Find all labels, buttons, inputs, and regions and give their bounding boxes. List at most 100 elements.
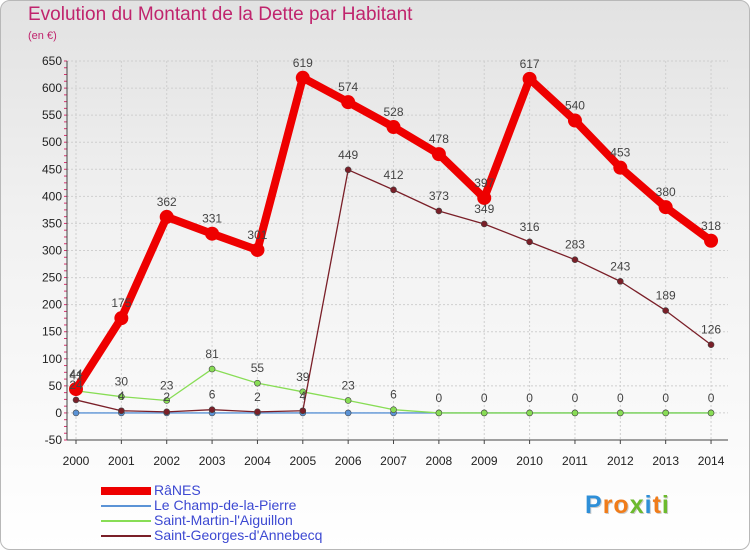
data-point xyxy=(159,209,174,224)
data-label: 412 xyxy=(384,168,404,182)
data-label: 4 xyxy=(118,389,125,403)
x-tick-label: 2003 xyxy=(199,454,226,468)
data-point xyxy=(344,166,352,174)
y-tick-label: 500 xyxy=(42,135,62,149)
legend: RâNES Le Champ-de-la-Pierre Saint-Martin-l… xyxy=(101,482,431,543)
data-point xyxy=(522,71,537,86)
logo-letter: t xyxy=(652,491,662,519)
y-tick-label: -50 xyxy=(45,433,63,447)
data-point xyxy=(613,160,628,175)
data-point xyxy=(118,407,125,415)
data-label: 283 xyxy=(565,238,585,252)
data-label: 449 xyxy=(338,148,358,162)
data-label: 318 xyxy=(701,219,721,233)
data-point xyxy=(250,242,265,257)
data-point xyxy=(707,341,715,349)
data-point xyxy=(704,233,719,248)
data-label: 41 xyxy=(69,369,83,383)
y-tick-label: 450 xyxy=(42,162,62,176)
legend-item: Saint-Georges-d'Annebecq xyxy=(101,527,431,543)
data-point xyxy=(254,408,261,416)
data-point xyxy=(69,382,83,397)
data-label: 528 xyxy=(384,105,404,119)
data-point xyxy=(480,409,488,417)
x-tick-label: 2014 xyxy=(698,454,725,468)
data-point xyxy=(205,226,220,241)
legend-label: Saint-Martin-l'Aiguillon xyxy=(154,512,293,528)
data-point xyxy=(658,200,673,215)
legend-label: Le Champ-de-la-Pierre xyxy=(154,497,297,513)
data-label: 189 xyxy=(656,289,676,303)
series-lines xyxy=(69,70,719,417)
proxiti-logo: Proxiti xyxy=(585,491,670,520)
data-point xyxy=(118,393,125,400)
data-label: 478 xyxy=(429,132,449,146)
data-label: 0 xyxy=(436,391,443,405)
logo-letter: x xyxy=(629,491,645,519)
logo-letter: P xyxy=(585,491,603,519)
x-tick-label: 2006 xyxy=(335,454,362,468)
y-tick-label: 650 xyxy=(42,54,62,68)
data-point xyxy=(567,113,582,128)
data-point xyxy=(435,207,443,215)
data-label: 316 xyxy=(520,220,540,234)
legend-label: RâNES xyxy=(154,482,201,498)
data-point xyxy=(295,70,310,85)
data-label: 349 xyxy=(474,202,494,216)
data-label: 44 xyxy=(69,367,83,381)
y-tick-label: 400 xyxy=(42,189,62,203)
data-label: 4 xyxy=(299,389,306,403)
data-label: 0 xyxy=(526,391,533,405)
y-tick-label: 0 xyxy=(55,406,62,420)
data-label: 2 xyxy=(254,390,261,404)
data-label: 397 xyxy=(474,176,494,190)
data-label: 301 xyxy=(247,228,267,242)
data-point xyxy=(208,406,216,413)
data-label: 126 xyxy=(701,323,721,337)
logo-letter: i xyxy=(661,491,670,519)
data-label: 39 xyxy=(296,370,310,384)
data-point xyxy=(72,396,80,404)
data-label: 24 xyxy=(69,378,83,392)
legend-label: Saint-Georges-d'Annebecq xyxy=(154,527,323,543)
axes: -500501001502002503003504004505005506006… xyxy=(42,54,728,468)
y-tick-label: 50 xyxy=(49,379,63,393)
y-tick-label: 600 xyxy=(42,81,62,95)
data-label: 373 xyxy=(429,189,449,203)
data-point xyxy=(344,397,352,404)
x-tick-label: 2000 xyxy=(63,454,90,468)
data-point xyxy=(477,190,492,205)
logo-letter: r xyxy=(602,491,614,519)
data-point xyxy=(526,238,533,246)
data-label: 2 xyxy=(163,390,170,404)
data-point xyxy=(344,409,352,417)
data-point xyxy=(662,307,669,314)
x-tick-label: 2009 xyxy=(471,454,498,468)
x-tick-label: 2008 xyxy=(426,454,453,468)
data-label: 0 xyxy=(708,391,715,405)
data-label: 55 xyxy=(251,361,265,375)
x-tick-label: 2010 xyxy=(516,454,543,468)
x-tick-label: 2011 xyxy=(562,454,588,468)
y-tick-label: 150 xyxy=(42,325,62,339)
data-label: 0 xyxy=(572,391,579,405)
data-point xyxy=(208,365,216,373)
x-tick-label: 2001 xyxy=(108,454,135,468)
y-tick-label: 300 xyxy=(42,244,62,258)
legend-swatch xyxy=(101,520,151,522)
data-point xyxy=(662,409,669,417)
data-label: 540 xyxy=(565,99,585,113)
data-label: 23 xyxy=(160,378,174,392)
data-label: 380 xyxy=(656,185,676,199)
y-tick-label: 350 xyxy=(42,216,62,230)
data-point xyxy=(163,397,171,404)
chart-title: Evolution du Montant de la Dette par Hab… xyxy=(28,4,413,25)
data-point xyxy=(299,407,307,415)
y-tick-label: 250 xyxy=(42,271,62,285)
logo-letter: o xyxy=(613,491,630,519)
data-label: 81 xyxy=(205,347,219,361)
y-tick-label: 550 xyxy=(42,108,62,122)
